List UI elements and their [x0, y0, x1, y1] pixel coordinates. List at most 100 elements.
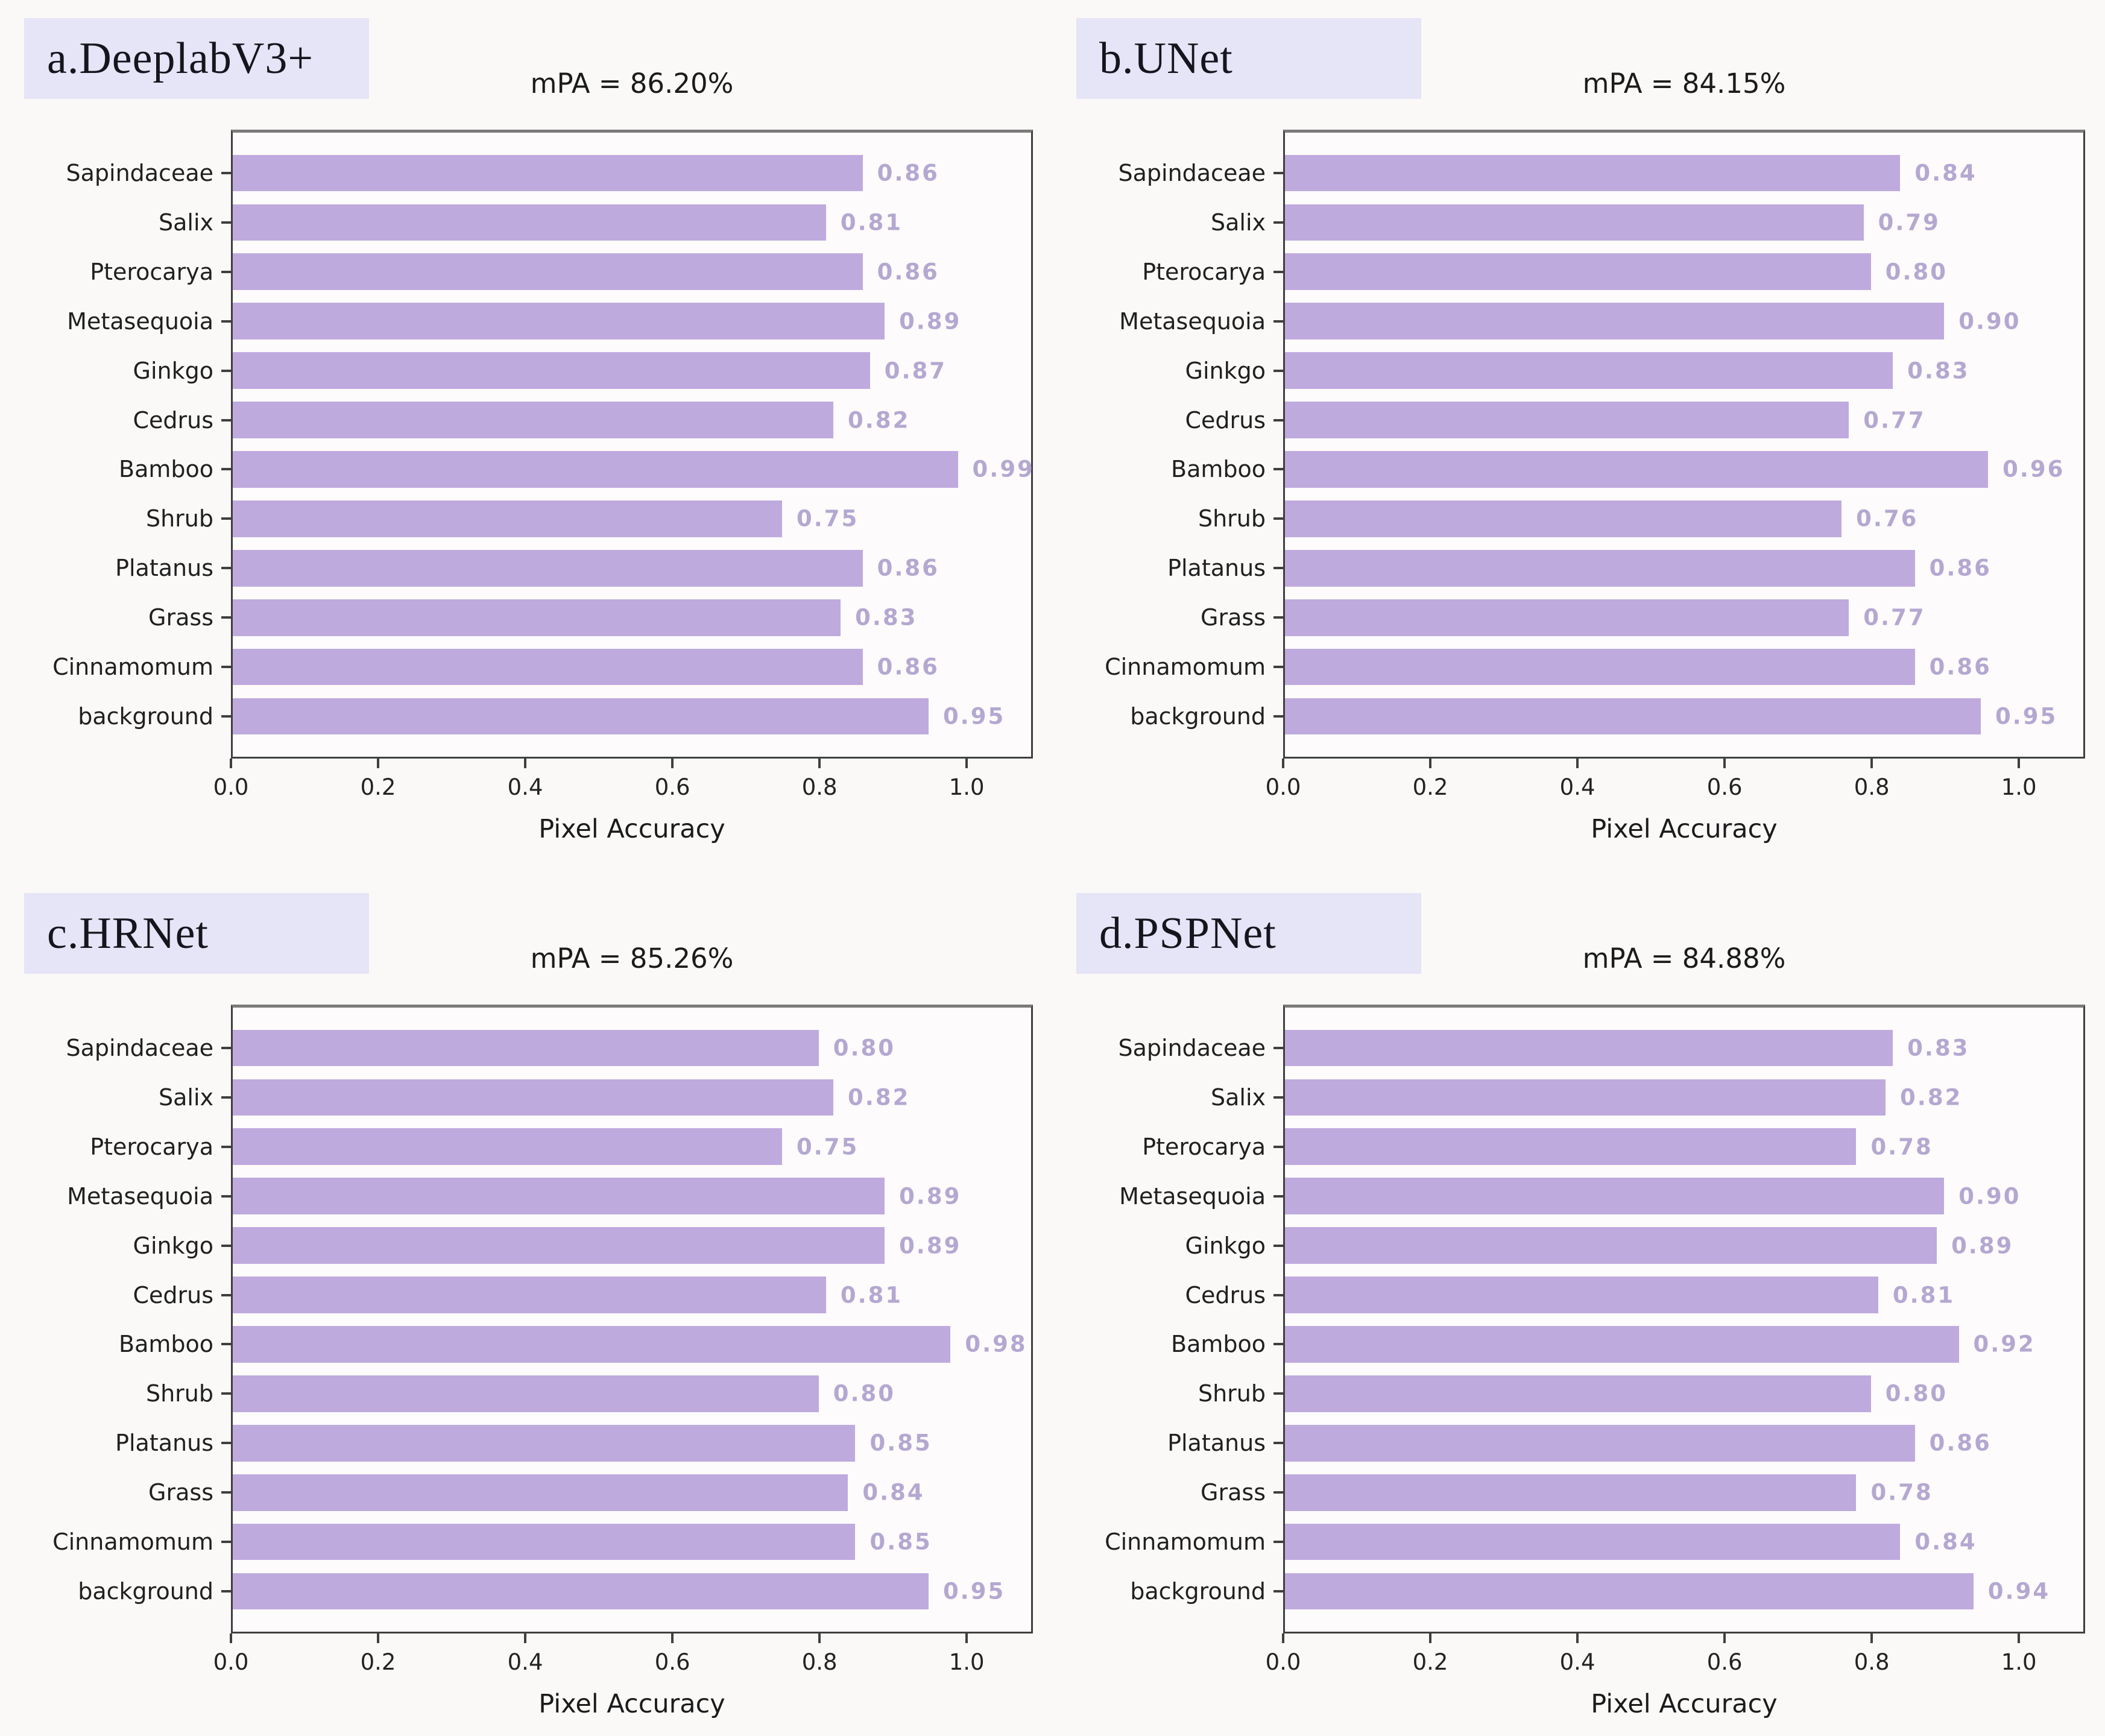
- bar-value-label: 0.77: [1863, 604, 1926, 631]
- x-tick-label: 0.8: [801, 774, 838, 800]
- bar: [233, 402, 834, 438]
- x-tick-label: 0.6: [1706, 774, 1743, 800]
- bar-rows: Sapindaceae 0.86 Salix 0.81 Pterocarya 0.86 Me…: [52, 148, 1033, 741]
- bar-value-label: 0.99: [972, 456, 1035, 482]
- bar: [233, 648, 863, 686]
- panel-corner-label: b.UNet: [1099, 33, 1233, 83]
- category-label: Salix: [158, 1084, 213, 1111]
- bar-value-label: 0.80: [833, 1035, 896, 1061]
- bar-row: background 0.94: [1130, 1567, 2083, 1616]
- bar-row: background 0.95: [78, 1567, 1031, 1616]
- bar-row: Ginkgo 0.89: [1185, 1221, 2083, 1270]
- category-label: Cedrus: [1185, 1281, 1266, 1308]
- bar-value-label: 0.80: [1885, 259, 1948, 285]
- bar-value-label: 0.89: [899, 308, 962, 335]
- bar-value-label: 0.84: [1914, 1529, 1977, 1555]
- bar: [1285, 1277, 1878, 1313]
- panel-inner: b.UNet mPA = 84.15% Sapindaceae 0.84 Salix…: [1052, 0, 2105, 844]
- bar-value-label: 0.78: [1870, 1479, 1933, 1506]
- x-tick-label: 0.4: [1559, 1649, 1595, 1675]
- y-tick: [221, 369, 231, 372]
- bar-row: Pterocarya 0.86: [90, 247, 1031, 297]
- bar: [233, 500, 782, 537]
- bar-value-label: 0.77: [1863, 407, 1926, 434]
- bar-row: Salix 0.82: [1211, 1073, 2083, 1122]
- category-label: background: [78, 1578, 213, 1605]
- category-label: Shrub: [1198, 1380, 1266, 1407]
- bar-value-label: 0.95: [942, 1578, 1006, 1605]
- bar: [1285, 648, 1915, 686]
- bar-row: Metasequoia 0.90: [1119, 1172, 2083, 1221]
- bar-value-label: 0.86: [877, 259, 939, 285]
- y-tick: [221, 468, 231, 471]
- bar: [1285, 451, 1989, 488]
- y-tick: [1273, 1293, 1283, 1296]
- bar-value-label: 0.75: [797, 505, 859, 532]
- bar-row: Pterocarya 0.80: [1142, 247, 2083, 297]
- y-tick: [221, 1343, 231, 1346]
- bar-row: Shrub 0.80: [1198, 1369, 2083, 1418]
- panel-corner-label: d.PSPNet: [1099, 908, 1277, 958]
- panel-corner-box: a.DeeplabV3+: [24, 18, 369, 99]
- category-label: Sapindaceae: [1118, 1034, 1266, 1061]
- x-tick-label: 1.0: [2001, 774, 2037, 800]
- x-tick: [1870, 759, 1873, 768]
- category-label: Metasequoia: [1119, 308, 1266, 335]
- x-tick-label: 0.4: [1559, 774, 1595, 800]
- bar-row: Shrub 0.80: [146, 1369, 1031, 1418]
- chart-panel-c: c.HRNet mPA = 85.26% Sapindaceae 0.80 Sali…: [0, 824, 1052, 1719]
- x-tick: [671, 759, 674, 768]
- y-tick: [1273, 1046, 1283, 1049]
- y-tick: [1273, 1096, 1283, 1099]
- bar: [1285, 1573, 1974, 1610]
- bar-row: Cedrus 0.81: [1185, 1270, 2083, 1320]
- y-tick: [221, 1145, 231, 1148]
- category-label: Sapindaceae: [1118, 159, 1266, 186]
- x-axis-label: Pixel Accuracy: [1591, 814, 1778, 844]
- bar-value-label: 0.90: [1958, 1183, 2021, 1210]
- bar-row: Cinnamomum 0.86: [52, 642, 1031, 692]
- category-label: Grass: [148, 1479, 213, 1506]
- bar-row: Bamboo 0.96: [1171, 445, 2083, 494]
- y-tick: [221, 1392, 231, 1395]
- y-tick: [1273, 418, 1283, 421]
- bar-row: Cedrus 0.81: [133, 1270, 1031, 1320]
- bar-value-label: 0.95: [942, 703, 1006, 730]
- plot-area: Sapindaceae 0.80 Salix 0.82 Pterocarya 0.75 Me…: [52, 1005, 1033, 1633]
- category-label: Bamboo: [119, 1331, 213, 1358]
- y-tick: [221, 517, 231, 520]
- y-tick: [1273, 616, 1283, 619]
- bar: [1285, 1029, 1893, 1067]
- bar: [1285, 1523, 1901, 1561]
- bar-value-label: 0.96: [2002, 456, 2065, 482]
- category-label: Pterocarya: [90, 258, 213, 285]
- x-tick: [1723, 759, 1726, 768]
- bar-value-label: 0.84: [1914, 160, 1977, 186]
- y-tick: [1273, 1343, 1283, 1346]
- x-tick-label: 0.4: [507, 774, 543, 800]
- bar-value-label: 0.86: [877, 160, 939, 186]
- category-label: Cinnamomum: [52, 654, 213, 681]
- bar-value-label: 0.84: [862, 1479, 925, 1506]
- bar-value-label: 0.87: [884, 358, 947, 384]
- category-label: Salix: [158, 209, 213, 236]
- y-tick: [1273, 1491, 1283, 1494]
- x-tick-label: 0.8: [801, 1649, 838, 1675]
- category-label: Shrub: [1198, 505, 1266, 532]
- category-label: Ginkgo: [133, 357, 213, 384]
- bar-value-label: 0.80: [833, 1380, 896, 1407]
- plot-area: Sapindaceae 0.86 Salix 0.81 Pterocarya 0.86 Me…: [52, 130, 1033, 759]
- bar-row: Sapindaceae 0.86: [66, 148, 1031, 198]
- plot-title: mPA = 85.26%: [530, 942, 734, 974]
- bar-row: Cinnamomum 0.84: [1105, 1517, 2083, 1567]
- bar-row: Platanus 0.86: [115, 543, 1031, 593]
- plot-area: Sapindaceae 0.84 Salix 0.79 Pterocarya 0.80 Me…: [1105, 130, 2085, 759]
- y-tick: [1273, 1244, 1283, 1247]
- y-tick: [221, 1046, 231, 1049]
- y-tick: [221, 1590, 231, 1593]
- bar-row: Cinnamomum 0.85: [52, 1517, 1031, 1567]
- plot-area: Sapindaceae 0.83 Salix 0.82 Pterocarya 0.78 Me…: [1105, 1005, 2085, 1633]
- category-label: Platanus: [1167, 555, 1266, 582]
- category-label: Platanus: [1167, 1430, 1266, 1457]
- x-axis-label: Pixel Accuracy: [1591, 1689, 1778, 1719]
